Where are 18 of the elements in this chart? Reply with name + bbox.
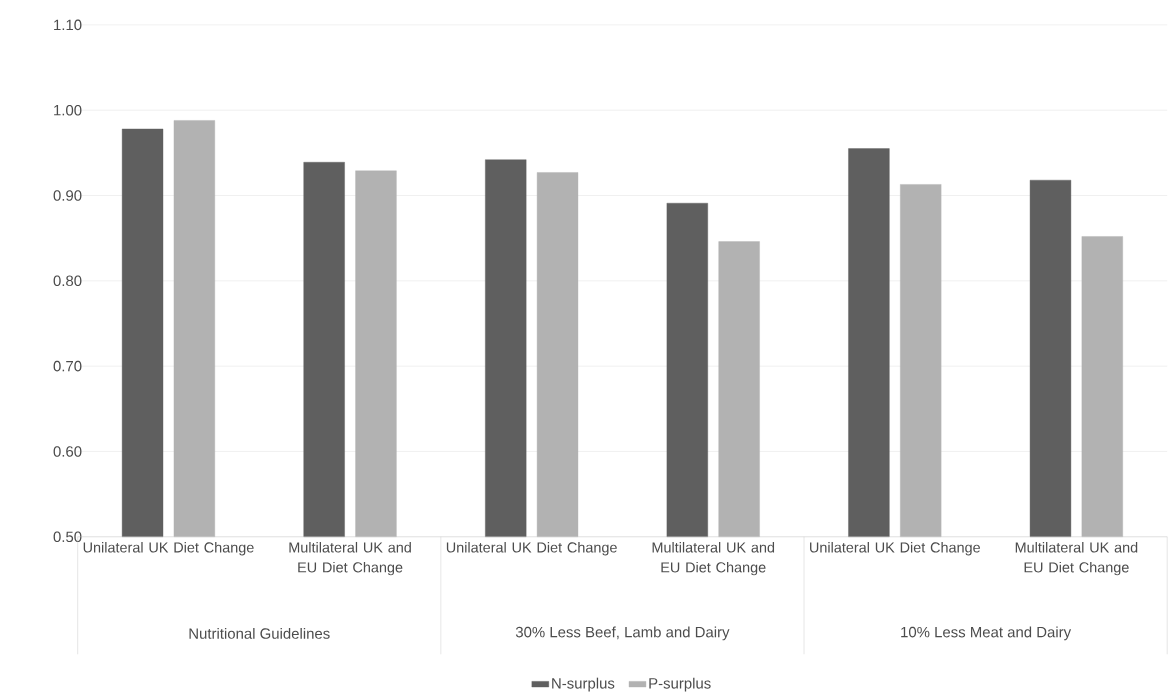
x-tick-label: Unilateral UK Diet Change xyxy=(83,542,254,556)
y-tick-label: 0.50 xyxy=(53,531,82,543)
y-tick-label: 0.70 xyxy=(53,361,82,372)
x-tick-label: Multilateral UK and EU Diet Change xyxy=(652,542,775,576)
y-tick-label: 0.90 xyxy=(53,190,82,201)
x-tick-label: Multilateral UK and EU Diet Change xyxy=(1015,542,1138,576)
y-tick-label: 1.10 xyxy=(54,19,82,31)
legend-label: N-surplus xyxy=(552,677,615,692)
legend-label: P-surplus xyxy=(649,677,711,692)
y-tick-label: 0.60 xyxy=(53,446,82,457)
y-tick-label: 0.80 xyxy=(53,275,82,287)
x-tick-label: Multilateral UK and EU Diet Change xyxy=(289,542,411,576)
x-tick-label: Unilateral UK Diet Change xyxy=(810,542,980,556)
x-tick-label: Unilateral UK Diet Change xyxy=(446,542,617,556)
text: 30% Less Beef, Lamb and Dairy xyxy=(515,626,730,641)
text: 10% Less Meat and Dairy xyxy=(901,626,1072,641)
y-tick-label: 1.00 xyxy=(54,105,82,116)
text: Nutritional Guidelines xyxy=(189,628,330,639)
